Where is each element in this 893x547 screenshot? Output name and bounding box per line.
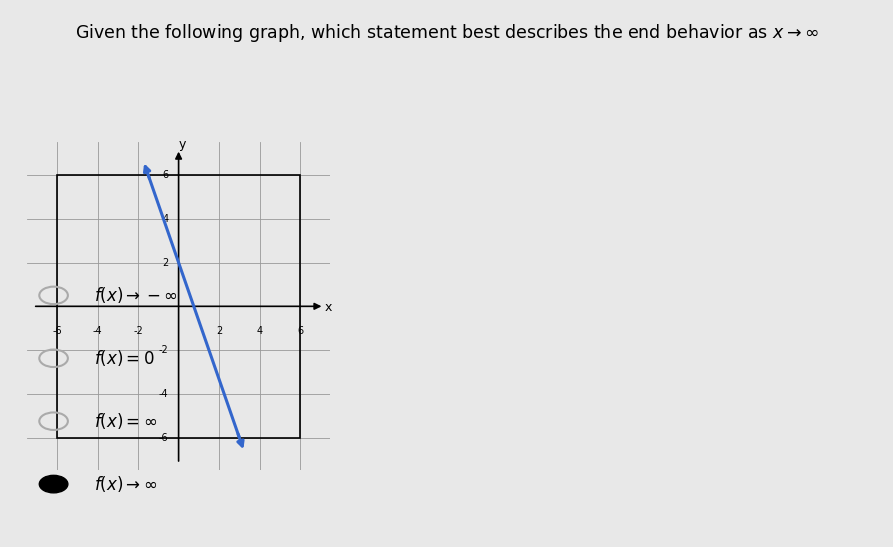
Text: -2: -2 xyxy=(159,345,169,355)
Text: $f(x) \rightarrow \infty$: $f(x) \rightarrow \infty$ xyxy=(94,474,157,494)
Text: y: y xyxy=(179,138,187,151)
Text: 6: 6 xyxy=(163,170,169,180)
Text: -4: -4 xyxy=(93,326,103,336)
Text: -2: -2 xyxy=(133,326,143,336)
Text: x: x xyxy=(325,301,332,314)
Text: 6: 6 xyxy=(297,326,303,336)
Text: -4: -4 xyxy=(159,389,169,399)
Text: $f(x) \rightarrow -\infty$: $f(x) \rightarrow -\infty$ xyxy=(94,286,178,305)
Text: -6: -6 xyxy=(53,326,62,336)
Text: 4: 4 xyxy=(256,326,263,336)
Text: Given the following graph, which statement best describes the end behavior as $x: Given the following graph, which stateme… xyxy=(75,22,818,44)
Text: 2: 2 xyxy=(163,258,169,267)
Text: 4: 4 xyxy=(163,214,169,224)
Text: $f(x) = \infty$: $f(x) = \infty$ xyxy=(94,411,157,431)
Text: $f(x) = 0$: $f(x) = 0$ xyxy=(94,348,154,368)
Bar xyxy=(57,175,300,438)
Text: 2: 2 xyxy=(216,326,222,336)
Text: -6: -6 xyxy=(159,433,169,443)
